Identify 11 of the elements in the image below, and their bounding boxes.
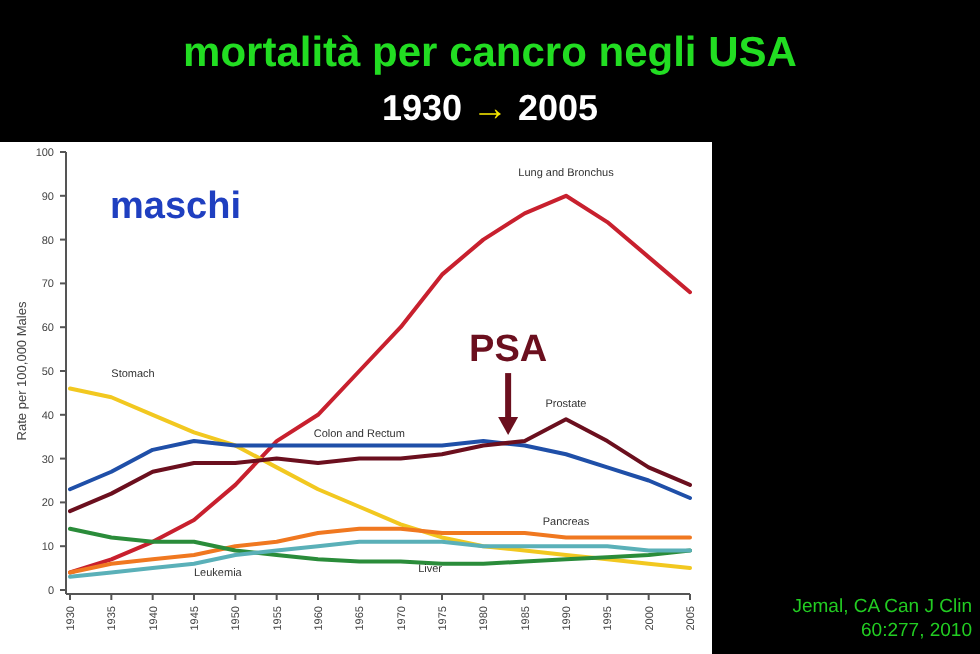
line-series [68, 539, 692, 579]
line-series [68, 417, 692, 514]
line-series [68, 439, 692, 501]
annotation: PSA [469, 329, 548, 372]
line-series [68, 193, 692, 575]
chart-title: mortalità per cancro negli USA [183, 30, 797, 76]
text: Jemal, CA Can J Clin 60:277, 2010 [792, 596, 972, 642]
line-series [68, 386, 692, 571]
chart-subtitle: 1930 → 2005 [381, 88, 599, 128]
line-series [68, 526, 692, 575]
annotation: maschi [110, 186, 241, 228]
